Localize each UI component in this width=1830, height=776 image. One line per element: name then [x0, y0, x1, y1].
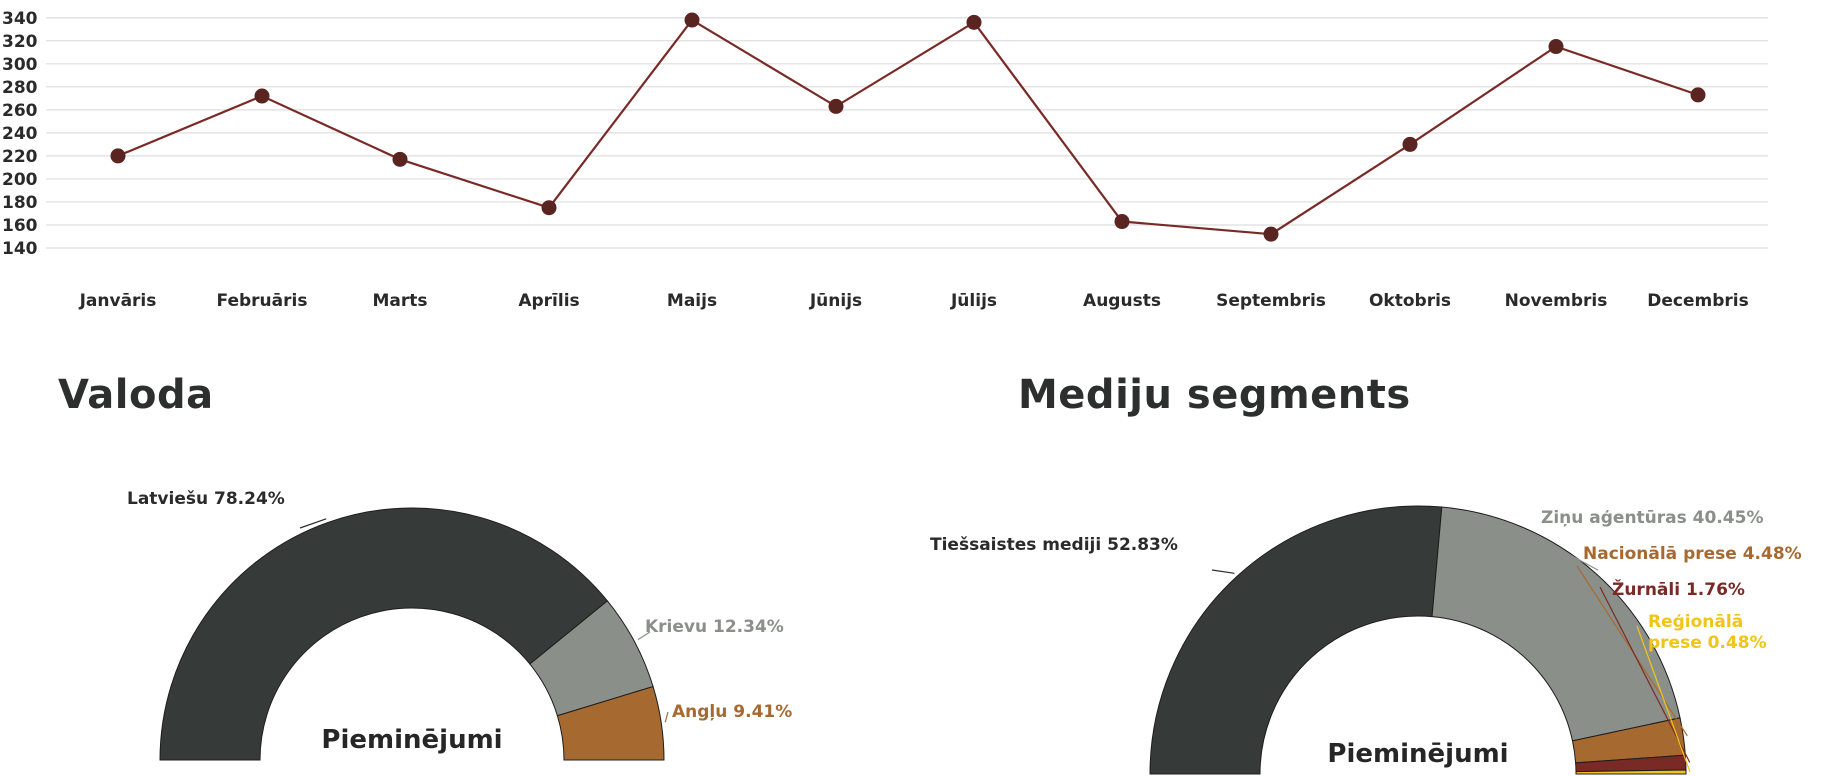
- pie-slice: [1149, 505, 1443, 775]
- center-label: Pieminējumi: [321, 725, 502, 755]
- x-tick-label: Novembris: [1505, 291, 1608, 311]
- x-tick-label: Augusts: [1083, 291, 1161, 311]
- x-tick-label: Oktobris: [1369, 291, 1451, 311]
- x-tick-label: Janvāris: [79, 291, 157, 311]
- leader-line: [637, 631, 651, 641]
- line-chart: 140 160 180 200 220 240 260 280 300 320 340 Janvār…: [2, 9, 1768, 311]
- leader-line: [1599, 586, 1691, 763]
- pie-slices: [159, 507, 665, 761]
- pie-slices: [1149, 505, 1687, 775]
- pie-slice: [1575, 769, 1687, 775]
- pie-slice: [1431, 506, 1681, 742]
- slice-label: Angļu 9.41%: [672, 702, 792, 722]
- data-point: [1114, 214, 1130, 230]
- slice-label: Nacionālā prese 4.48%: [1583, 544, 1802, 564]
- slice-label: Latviešu 78.24%: [127, 489, 285, 509]
- x-tick-label: Jūlijs: [950, 291, 997, 311]
- y-tick-label: 280: [2, 78, 38, 98]
- y-tick-label: 340: [2, 9, 38, 29]
- x-axis-labels: Janvāris Februāris Marts Aprīlis Maijs Jūnijs…: [79, 291, 1749, 311]
- pie-slice: [159, 507, 609, 761]
- data-point: [966, 14, 982, 30]
- slice-label: Žurnāli 1.76%: [1612, 578, 1745, 600]
- leader-line: [1636, 625, 1691, 773]
- slice-labels: Tiešsaistes mediji 52.83% Ziņu aģentūras …: [930, 508, 1802, 773]
- x-tick-label: Aprīlis: [518, 291, 579, 311]
- data-point: [1690, 87, 1706, 103]
- y-tick-label: 260: [2, 101, 38, 121]
- leader-line: [1211, 569, 1235, 574]
- x-tick-label: Maijs: [667, 291, 717, 311]
- data-point: [1402, 136, 1418, 152]
- leader-line: [1547, 542, 1599, 571]
- slice-label: Krievu 12.34%: [645, 617, 784, 637]
- leader-line: [299, 518, 327, 529]
- pie-title-valoda: Valoda: [58, 372, 214, 418]
- data-point: [1548, 39, 1564, 55]
- center-label: Pieminējumi: [1327, 739, 1508, 769]
- series-line: [117, 18, 1699, 236]
- y-tick-label: 240: [2, 124, 38, 144]
- data-point: [254, 88, 270, 104]
- y-tick-label: 220: [2, 147, 38, 167]
- slice-labels: Latviešu 78.24% Krievu 12.34% Angļu 9.41%: [127, 489, 792, 723]
- y-tick-label: 160: [2, 216, 38, 236]
- y-axis-ticks: 140 160 180 200 220 240 260 280 300 320 340: [2, 9, 38, 259]
- data-point: [110, 148, 126, 164]
- y-tick-label: 140: [2, 239, 38, 259]
- x-tick-label: Decembris: [1647, 291, 1748, 311]
- x-tick-label: Februāris: [217, 291, 308, 311]
- data-point: [684, 12, 700, 28]
- data-point: [828, 98, 844, 114]
- x-tick-label: Septembris: [1216, 291, 1326, 311]
- slice-label: Tiešsaistes mediji 52.83%: [930, 535, 1178, 555]
- y-tick-label: 320: [2, 32, 38, 52]
- slice-label: Reģionālā prese 0.48%: [1648, 612, 1767, 653]
- pie-slice: [556, 685, 665, 761]
- data-points: [110, 12, 1706, 242]
- pie-chart-valoda: Latviešu 78.24%Krievu 12.34%Angļu 9.41% …: [127, 489, 792, 761]
- x-tick-label: Jūnijs: [809, 291, 862, 311]
- data-point: [1263, 226, 1279, 242]
- y-tick-label: 180: [2, 193, 38, 213]
- slice-label: Ziņu aģentūras 40.45%: [1541, 508, 1763, 528]
- x-tick-label: Marts: [372, 291, 427, 311]
- data-point: [392, 151, 408, 167]
- y-tick-label: 200: [2, 170, 38, 190]
- y-tick-label: 300: [2, 55, 38, 75]
- data-point: [541, 200, 557, 216]
- leader-line: [664, 711, 669, 723]
- pie-title-mediju-segments: Mediju segments: [1018, 372, 1411, 418]
